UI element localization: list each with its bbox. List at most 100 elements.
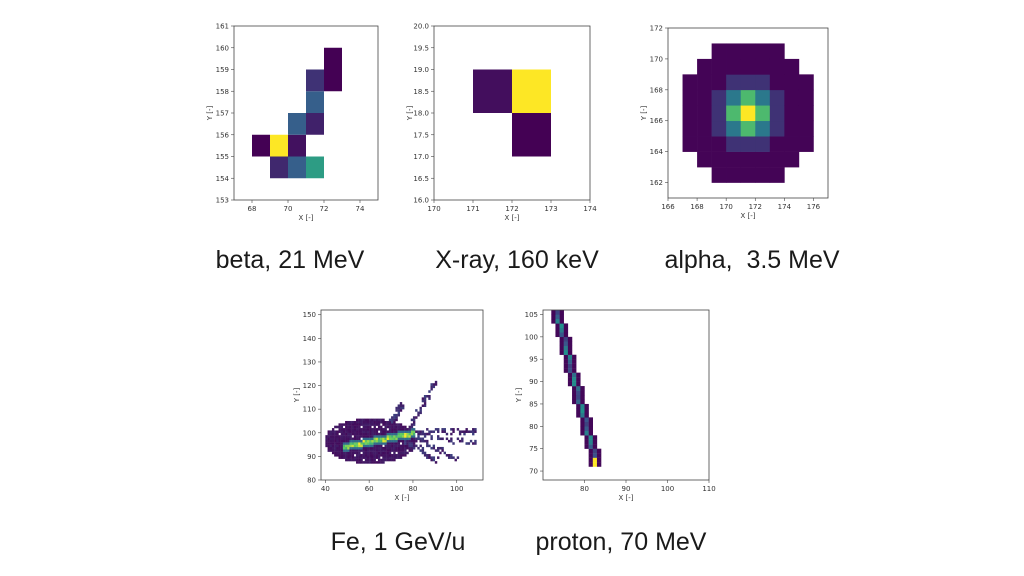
heatmap-cell — [345, 439, 348, 443]
heatmap-cell — [373, 461, 376, 464]
heatmap-cell — [375, 435, 379, 438]
heatmap-cell — [465, 428, 468, 431]
heatmap-cell — [356, 442, 359, 445]
heatmap-cell — [364, 446, 368, 450]
heatmap-cell — [434, 428, 438, 431]
heatmap-cell — [373, 432, 376, 436]
heatmap-cell — [384, 435, 387, 438]
heatmap-cell — [726, 151, 742, 168]
heatmap-cell — [345, 420, 348, 424]
heatmap-cell — [382, 446, 385, 450]
heatmap-cell — [397, 406, 401, 410]
heatmap-cell — [342, 423, 346, 426]
heatmap-cell — [380, 461, 383, 464]
heatmap-cell — [366, 418, 370, 422]
heatmap-cell — [340, 449, 344, 452]
heatmap-cell — [369, 435, 372, 438]
heatmap-cell — [563, 350, 569, 355]
heatmap-cell — [559, 310, 564, 315]
heatmap-cell — [377, 444, 381, 448]
heatmap-cell — [358, 437, 361, 441]
heatmap-cell — [377, 461, 381, 464]
heatmap-cell — [382, 458, 385, 462]
heatmap-cell — [395, 430, 398, 433]
heatmap-cell — [432, 456, 436, 459]
y-tick-label: 156 — [216, 131, 230, 139]
heatmap-cell — [428, 397, 431, 400]
heatmap-cell — [342, 437, 346, 441]
heatmap-cell — [408, 442, 411, 445]
heatmap-cell — [331, 451, 335, 455]
heatmap-cell — [382, 437, 385, 441]
heatmap-cell — [342, 428, 346, 431]
heatmap-cell — [399, 435, 403, 438]
heatmap-cell — [452, 456, 455, 459]
heatmap-cell — [472, 442, 475, 445]
heatmap-cell — [364, 444, 368, 448]
heatmap-cell — [371, 442, 374, 445]
caption-beta: beta, 21 MeV — [215, 246, 365, 274]
heatmap-cell — [371, 449, 374, 452]
xray-heatmap: 170 171 172 173 174 16.0 16.5 17.0 17.5 18.0 18.5 1… — [406, 23, 597, 223]
heatmap-cell — [397, 409, 401, 412]
heatmap-cell — [380, 428, 383, 431]
heatmap-cell — [382, 449, 385, 452]
heatmap-cell — [463, 432, 466, 436]
heatmap-cell — [580, 403, 585, 409]
heatmap-cell — [362, 461, 365, 464]
heatmap-cell — [393, 430, 396, 433]
heatmap-cell — [406, 437, 409, 441]
heatmap-cell — [711, 136, 727, 152]
heatmap-cell — [386, 458, 390, 462]
y-axis-label: Y [-] — [515, 387, 523, 403]
heatmap-cell — [358, 423, 361, 426]
heatmap-cell — [393, 420, 396, 424]
y-tick-label: 75 — [529, 445, 538, 453]
heatmap-cell — [334, 425, 337, 429]
heatmap-cell — [340, 435, 344, 438]
heatmap-cell — [567, 350, 573, 355]
heatmap-cell — [399, 451, 403, 455]
heatmap-cell — [362, 454, 365, 457]
heatmap-cell — [349, 420, 352, 424]
heatmap-cell — [415, 437, 418, 441]
heatmap-cell — [456, 456, 460, 459]
heatmap-cell — [327, 449, 330, 452]
heatmap-cell — [395, 442, 398, 445]
heatmap-cell — [421, 449, 425, 452]
heatmap-cell — [373, 425, 376, 429]
heatmap-cell — [356, 444, 359, 448]
heatmap-cell — [373, 454, 376, 457]
heatmap-cell — [347, 432, 350, 436]
heatmap-cell — [369, 456, 372, 459]
heatmap-cell — [388, 435, 392, 438]
y-tick-label: 90 — [529, 378, 538, 386]
heatmap-cell — [366, 458, 370, 462]
heatmap-cell — [329, 444, 333, 448]
heatmap-cell — [467, 442, 471, 445]
heatmap-cell — [769, 120, 785, 137]
heatmap-cell — [353, 430, 357, 433]
heatmap-cell — [555, 323, 560, 329]
heatmap-cell — [386, 442, 390, 445]
heatmap-cell — [567, 372, 573, 378]
heatmap-cell — [572, 395, 577, 400]
caption-xray: X-ray, 160 keV — [435, 246, 599, 274]
heatmap-cell — [360, 428, 363, 431]
heatmap-cell — [430, 437, 433, 441]
heatmap-cell — [331, 432, 335, 436]
heatmap-cell — [412, 444, 416, 448]
heatmap-cell — [402, 428, 405, 431]
heatmap-cell — [428, 390, 431, 393]
heatmap-cell — [382, 456, 385, 459]
heatmap-cell — [375, 454, 379, 457]
heatmap-cell — [395, 416, 398, 419]
heatmap-cell — [393, 449, 396, 452]
heatmap-cell — [555, 318, 560, 324]
heatmap-cell — [375, 437, 379, 441]
heatmap-cell — [369, 449, 372, 452]
heatmap-cell — [380, 425, 383, 429]
heatmap-cell — [386, 451, 390, 455]
heatmap-cell — [784, 136, 800, 152]
heatmap-cell — [349, 442, 352, 445]
